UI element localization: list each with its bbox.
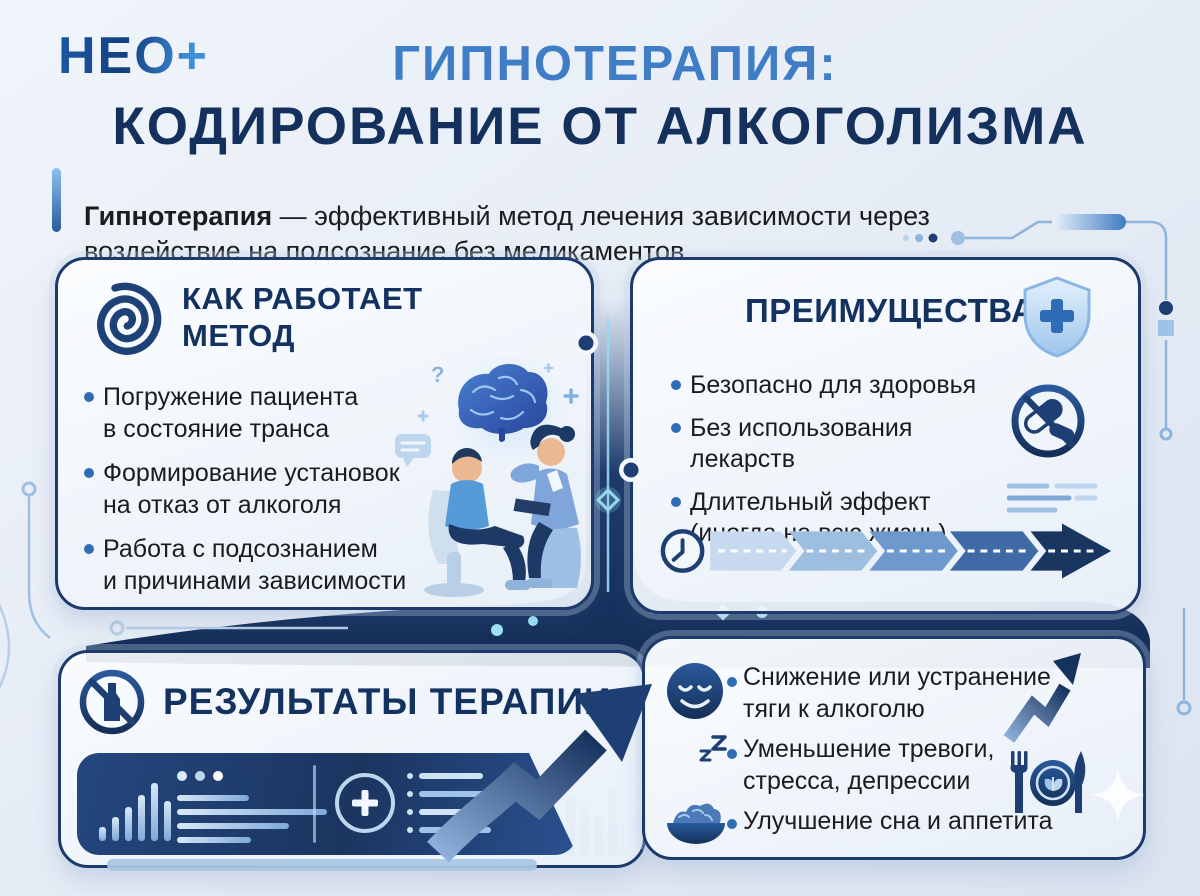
therapy-session-illustration: ? [395, 356, 581, 597]
bullet-dot [727, 749, 737, 759]
calm-face-icon [667, 663, 723, 719]
method-card-title: КАК РАБОТАЕТ МЕТОД [182, 281, 423, 354]
results-card-title: РЕЗУЛЬТАТЫ ТЕРАПИИ [163, 681, 612, 722]
plus-circle-icon [335, 773, 395, 833]
no-pills-icon [1011, 384, 1085, 458]
intro-term: Гипнотерапия [84, 201, 273, 232]
bullet-dot [84, 392, 94, 402]
intro-accent-bar [52, 168, 61, 232]
moon-zzz-icon [677, 735, 727, 789]
card-effects: Снижение или устранение тяги к алкоголю … [642, 636, 1146, 860]
card-how-method-works: КАК РАБОТАЕТ МЕТОД Погружение пациента в… [55, 257, 594, 610]
bullet-dot [84, 544, 94, 554]
banner-shadow-strip [107, 859, 537, 871]
question-mark: ? [431, 362, 444, 387]
method-bullets: Погружение пациента в состояние транса Ф… [84, 382, 414, 610]
fork-plate-knife-icon [1010, 751, 1086, 813]
effect-item-1: Снижение или устранение тяги к алкоголю [743, 663, 1051, 723]
results-banner [77, 753, 577, 855]
bullet-dot [727, 819, 737, 829]
plus-sparkles [417, 363, 579, 422]
method-bullet-3: Работа с подсознанием и причинами зависи… [103, 535, 407, 595]
list-item: Погружение пациента в состояние транса [84, 382, 414, 445]
hypnosis-spiral-icon [97, 282, 162, 355]
decor-text-lines [1007, 483, 1098, 513]
effect-item-3: Улучшение сна и аппетита [743, 807, 1053, 835]
no-alcohol-icon [79, 669, 145, 735]
bullet-dot [727, 677, 737, 687]
banner-divider [313, 765, 316, 843]
bullet-dot [671, 380, 681, 390]
card-therapy-results: РЕЗУЛЬТАТЫ ТЕРАПИИ [58, 650, 646, 871]
bullet-dot [84, 468, 94, 478]
brand-logo: НЕО+ [58, 27, 210, 85]
advantages-bullet-1: Безопасно для здоровья [690, 371, 977, 399]
shield-cross-icon [1023, 276, 1091, 358]
bullet-dot [671, 496, 681, 507]
list-item: Работа с подсознанием и причинами зависи… [84, 534, 414, 597]
speech-bubble-icon [395, 434, 431, 467]
page-title-line2: КОДИРОВАНИЕ ОТ АЛКОГОЛИЗМА [112, 97, 1088, 156]
page-title-line1: ГИПНОТЕРАПИЯ: [392, 37, 838, 91]
banner-dots [177, 771, 223, 781]
effect-item-2: Уменьшение тревоги, стресса, депрессии [743, 735, 995, 795]
bullet-dot [671, 422, 681, 433]
timeline-clock-icon [660, 523, 1112, 579]
advantages-bullet-2: Без использования лекарств [690, 413, 913, 474]
list-item: Без использования лекарств [671, 413, 1001, 476]
list-item: Безопасно для здоровья [671, 370, 1001, 402]
list-item: Формирование установок на отказ от алког… [84, 458, 414, 521]
intro-text: Гипнотерапия — эффективный метод лечения… [84, 164, 930, 269]
food-bowl-icon [667, 803, 725, 844]
card-advantages: ПРЕИМУЩЕСТВА Безопасно для здоровья Без … [630, 257, 1141, 614]
method-bullet-1: Погружение пациента в состояние транса [103, 383, 359, 443]
equalizer-bars-icon [99, 783, 171, 841]
method-bullet-2: Формирование установок на отказ от алког… [103, 459, 400, 519]
advantages-card-title: ПРЕИМУЩЕСТВА [745, 292, 1036, 329]
growth-arrow-icon [1003, 653, 1081, 743]
